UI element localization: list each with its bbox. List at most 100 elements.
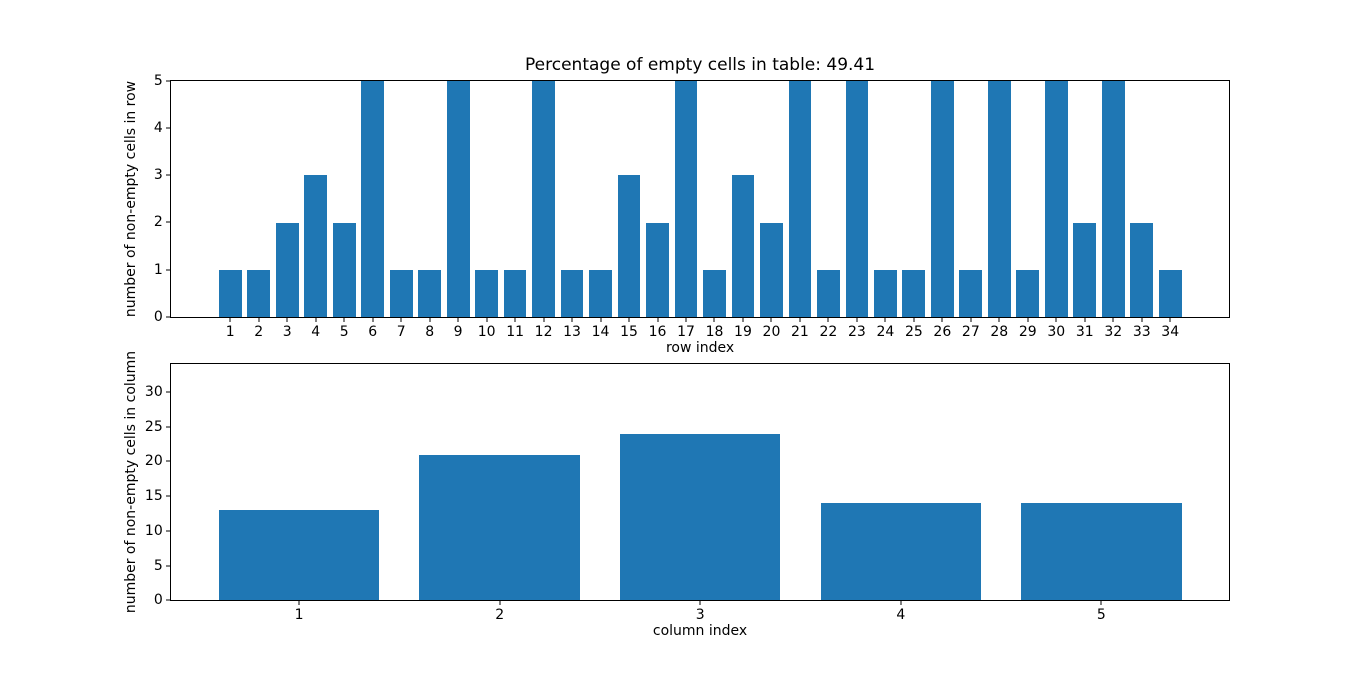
bar-12 bbox=[532, 81, 555, 318]
columns-bar-chart: column index number of non-empty cells i… bbox=[123, 351, 1231, 638]
bar-18 bbox=[703, 269, 726, 318]
x-tick-mark bbox=[1084, 318, 1086, 323]
x-tick-mark bbox=[685, 318, 687, 323]
y-tick-label: 3 bbox=[153, 167, 163, 184]
bar-2 bbox=[247, 269, 271, 318]
columns-x-axis-label: column index bbox=[652, 623, 748, 640]
bar-32 bbox=[1101, 81, 1125, 318]
x-tick-mark bbox=[913, 318, 915, 323]
y-tick-label: 5 bbox=[153, 557, 163, 574]
x-tick-label: 30 bbox=[1047, 324, 1066, 341]
x-tick-label: 31 bbox=[1075, 324, 1094, 341]
x-tick-mark bbox=[699, 601, 701, 606]
x-tick-mark bbox=[657, 318, 659, 323]
y-tick-mark bbox=[165, 565, 170, 567]
bar-3 bbox=[275, 222, 299, 318]
columns-y-axis-label: number of non-empty cells in column bbox=[122, 351, 139, 614]
bar-10 bbox=[475, 269, 498, 318]
x-tick-label: 26 bbox=[933, 324, 952, 341]
x-tick-label: 29 bbox=[1018, 324, 1037, 341]
bar-9 bbox=[446, 81, 470, 318]
x-tick-mark bbox=[856, 318, 858, 323]
bar-29 bbox=[1016, 269, 1040, 318]
x-tick-mark bbox=[543, 318, 545, 323]
x-tick-label: 13 bbox=[563, 324, 581, 341]
x-tick-mark bbox=[1169, 318, 1171, 323]
x-tick-label: 1 bbox=[225, 324, 235, 341]
bar-14 bbox=[589, 269, 612, 318]
x-tick-label: 11 bbox=[506, 324, 525, 341]
bar-16 bbox=[646, 222, 669, 318]
bar-17 bbox=[674, 81, 698, 318]
y-tick-label: 25 bbox=[144, 418, 163, 435]
x-tick-mark bbox=[1027, 318, 1029, 323]
x-tick-label: 17 bbox=[677, 324, 695, 341]
bar-6 bbox=[361, 81, 385, 318]
x-tick-mark bbox=[884, 318, 886, 323]
bar-2 bbox=[419, 454, 580, 601]
x-tick-label: 5 bbox=[339, 324, 349, 341]
x-tick-label: 16 bbox=[648, 324, 667, 341]
y-tick-label: 30 bbox=[144, 384, 163, 401]
x-tick-label: 34 bbox=[1161, 324, 1180, 341]
x-tick-label: 6 bbox=[368, 324, 378, 341]
y-tick-label: 2 bbox=[153, 214, 163, 231]
x-tick-label: 8 bbox=[425, 324, 435, 341]
y-tick-label: 1 bbox=[153, 261, 163, 278]
x-tick-label: 10 bbox=[477, 324, 496, 341]
bar-1 bbox=[218, 269, 242, 318]
x-tick-label: 4 bbox=[311, 324, 321, 341]
y-tick-mark bbox=[165, 391, 170, 393]
bar-11 bbox=[503, 269, 527, 318]
x-tick-label: 15 bbox=[620, 324, 638, 341]
x-tick-label: 5 bbox=[1096, 607, 1106, 624]
x-tick-label: 20 bbox=[762, 324, 781, 341]
x-tick-label: 12 bbox=[534, 324, 553, 341]
bar-28 bbox=[987, 81, 1011, 318]
y-tick-mark bbox=[165, 269, 170, 271]
bar-24 bbox=[873, 269, 897, 318]
x-tick-mark bbox=[600, 318, 602, 323]
x-tick-mark bbox=[1055, 318, 1057, 323]
bar-15 bbox=[617, 175, 641, 318]
x-tick-label: 22 bbox=[819, 324, 838, 341]
x-tick-mark bbox=[742, 318, 744, 323]
x-tick-label: 21 bbox=[791, 324, 809, 341]
y-tick-label: 10 bbox=[144, 522, 163, 539]
bar-33 bbox=[1130, 222, 1154, 318]
x-tick-label: 18 bbox=[705, 324, 724, 341]
x-tick-mark bbox=[827, 318, 829, 323]
x-tick-label: 3 bbox=[695, 607, 705, 624]
x-tick-label: 33 bbox=[1132, 324, 1151, 341]
y-tick-mark bbox=[165, 599, 170, 601]
y-tick-label: 0 bbox=[153, 592, 163, 609]
y-tick-label: 0 bbox=[153, 308, 163, 325]
bar-8 bbox=[418, 269, 442, 318]
y-tick-mark bbox=[165, 460, 170, 462]
x-tick-mark bbox=[229, 318, 231, 323]
x-tick-mark bbox=[258, 318, 260, 323]
bar-13 bbox=[560, 269, 584, 318]
x-tick-label: 23 bbox=[847, 324, 866, 341]
x-tick-label: 1 bbox=[294, 607, 304, 624]
x-tick-label: 28 bbox=[990, 324, 1009, 341]
x-tick-label: 2 bbox=[495, 607, 505, 624]
x-tick-mark bbox=[429, 318, 431, 323]
bar-7 bbox=[389, 269, 413, 318]
bar-23 bbox=[845, 81, 869, 318]
bar-26 bbox=[930, 81, 954, 318]
y-tick-label: 15 bbox=[144, 488, 163, 505]
x-tick-mark bbox=[628, 318, 630, 323]
x-tick-mark bbox=[457, 318, 459, 323]
x-tick-label: 27 bbox=[961, 324, 980, 341]
rows-plot-area bbox=[171, 81, 1230, 318]
bar-4 bbox=[304, 175, 328, 318]
x-tick-mark bbox=[315, 318, 317, 323]
x-tick-mark bbox=[343, 318, 345, 323]
bar-1 bbox=[218, 510, 380, 601]
bar-34 bbox=[1158, 269, 1182, 318]
x-tick-mark bbox=[286, 318, 288, 323]
bar-25 bbox=[902, 269, 926, 318]
bar-30 bbox=[1044, 81, 1068, 318]
